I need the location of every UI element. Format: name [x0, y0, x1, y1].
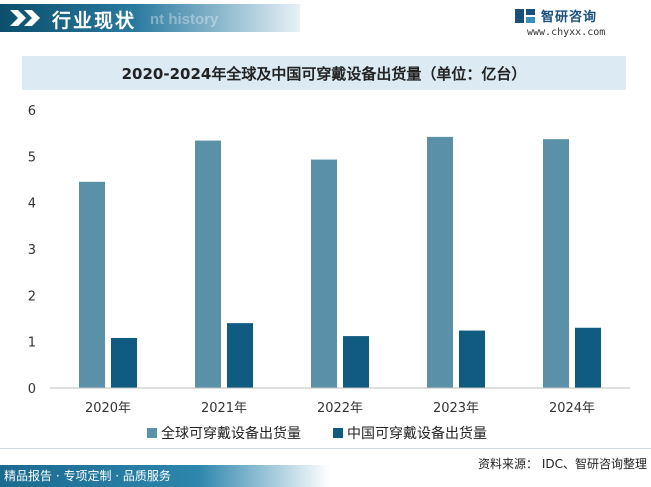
- page-header: 行业现状 nt history 智研咨询 www.chyxx.com: [0, 0, 651, 44]
- legend-swatch: [147, 428, 157, 438]
- bar-china-1: [227, 323, 253, 388]
- footer-tagline: 精品报告 · 专项定制 · 品质服务: [4, 469, 171, 483]
- x-axis: 2020年 2021年 2022年 2023年 2024年: [85, 401, 595, 416]
- x-tick-label: 2022年: [317, 401, 363, 416]
- bar-china-0: [111, 337, 137, 388]
- y-axis: 0 1 2 3 4 5 6: [28, 104, 36, 397]
- bar-china-2: [343, 336, 369, 388]
- footer-source: 资料来源： IDC、智研咨询整理: [478, 457, 647, 471]
- legend-swatch: [333, 428, 343, 438]
- brand-name: 智研咨询: [541, 10, 598, 25]
- x-tick-label: 2023年: [433, 401, 479, 416]
- x-tick-label: 2021年: [201, 401, 247, 416]
- y-tick-label: 6: [28, 104, 36, 119]
- chart-legend: 全球可穿戴设备出货量 中国可穿戴设备出货量: [147, 425, 487, 442]
- legend-label: 全球可穿戴设备出货量: [161, 425, 301, 442]
- header-band: [0, 4, 300, 32]
- footer-divider: [0, 448, 651, 449]
- bar-global-4: [543, 139, 569, 388]
- footer-band: 精品报告 · 专项定制 · 品质服务: [0, 465, 330, 487]
- y-tick-label: 0: [28, 382, 36, 397]
- x-tick-label: 2024年: [549, 401, 595, 416]
- section-subtitle: nt history: [150, 11, 219, 28]
- y-tick-label: 1: [28, 336, 36, 351]
- bar-chart: 0 1 2 3 4 5 6 2020年 2021年 2022年 2023年 2024年 全球可穿戴设…: [28, 104, 630, 442]
- section-title: 行业现状: [52, 10, 137, 32]
- bar-global-1: [195, 140, 221, 388]
- y-tick-label: 4: [28, 197, 36, 212]
- chart-title-bar: 2020-2024年全球及中国可穿戴设备出货量（单位：亿台）: [22, 56, 626, 90]
- brand-url: www.chyxx.com: [527, 27, 606, 38]
- chart-title: 2020-2024年全球及中国可穿戴设备出货量（单位：亿台）: [121, 65, 527, 83]
- bar-china-3: [459, 330, 485, 388]
- double-chevron-icon: [10, 10, 40, 26]
- y-tick-label: 2: [28, 289, 36, 304]
- x-tick-label: 2020年: [85, 401, 131, 416]
- y-tick-label: 3: [28, 243, 36, 258]
- bar-global-0: [79, 181, 105, 388]
- bar-china-4: [575, 327, 601, 388]
- bar-series: [79, 136, 601, 388]
- bar-global-2: [311, 159, 337, 388]
- y-tick-label: 5: [28, 150, 36, 165]
- bar-global-3: [427, 136, 453, 388]
- brand: 智研咨询 www.chyxx.com: [515, 5, 635, 41]
- brand-logo-icon: [515, 9, 535, 23]
- legend-label: 中国可穿戴设备出货量: [347, 425, 487, 442]
